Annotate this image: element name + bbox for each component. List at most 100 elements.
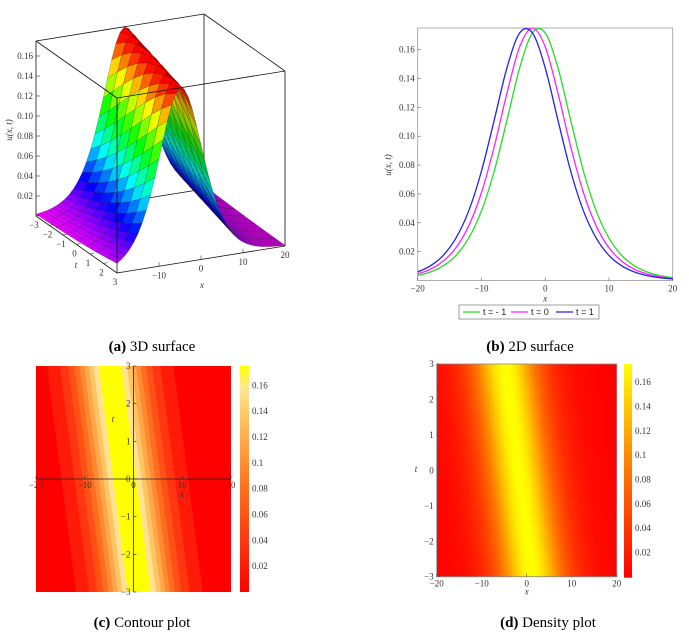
density-cell: [551, 381, 555, 389]
density-cell: [539, 405, 543, 412]
t-tick-label: −1: [56, 239, 66, 249]
density-cell: [591, 523, 595, 530]
density-cell: [551, 440, 555, 448]
density-cell: [564, 541, 568, 548]
density-cell: [459, 375, 463, 383]
density-cell: [456, 405, 460, 412]
density-cell: [576, 387, 580, 394]
density-cell: [441, 493, 445, 501]
density-cell: [574, 482, 578, 489]
density-cell: [509, 423, 513, 430]
density-cell: [594, 523, 598, 530]
density-cell: [564, 405, 568, 412]
density-cell: [539, 570, 543, 578]
density-cell: [566, 381, 570, 389]
density-cell: [489, 541, 493, 548]
density-cell: [589, 452, 593, 459]
density-cell: [471, 470, 475, 477]
density-cell: [484, 428, 488, 436]
density-cell: [489, 375, 493, 383]
density-cell: [439, 446, 443, 454]
density-cell: [439, 488, 443, 495]
density-cell: [564, 452, 568, 459]
density-cell: [476, 499, 480, 507]
density-cell: [519, 405, 523, 412]
density-cell: [546, 393, 550, 400]
t-tick-label: −2: [43, 230, 53, 240]
density-cell: [601, 369, 605, 377]
density-cell: [471, 476, 475, 483]
density-cell: [459, 541, 463, 548]
density-cell: [611, 446, 615, 454]
density-cell: [591, 458, 595, 465]
density-cell: [574, 553, 578, 560]
density-cell: [466, 452, 470, 459]
density-cell: [606, 541, 610, 548]
density-cell: [584, 493, 588, 501]
density-cell: [591, 541, 595, 548]
density-cell: [459, 428, 463, 436]
density-cell: [489, 464, 493, 471]
density-cell: [539, 381, 543, 389]
density-cell: [599, 393, 603, 400]
density-cell: [474, 405, 478, 412]
density-cell: [594, 434, 598, 442]
density-cell: [541, 511, 545, 519]
density-cell: [571, 446, 575, 454]
density-cell: [574, 364, 578, 371]
density-cell: [506, 558, 510, 566]
density-cell: [499, 387, 503, 394]
density-cell: [534, 440, 538, 448]
density-cell: [594, 488, 598, 495]
density-cell: [586, 464, 590, 471]
density-cell: [484, 570, 488, 578]
density-cell: [549, 375, 553, 383]
density-cell: [521, 476, 525, 483]
density-cell: [454, 499, 458, 507]
density-cell: [604, 399, 608, 406]
density-cell: [554, 517, 558, 524]
density-cell: [464, 529, 468, 536]
density-cell: [546, 505, 550, 513]
density-cell: [586, 393, 590, 400]
density-cell: [444, 452, 448, 459]
density-cell: [524, 558, 528, 566]
density-cell: [566, 405, 570, 412]
density-cell: [524, 570, 528, 578]
density-cell: [514, 547, 518, 554]
density-cell: [609, 476, 613, 483]
density-cell: [591, 417, 595, 424]
density-cell: [489, 511, 493, 519]
density-cell: [561, 535, 565, 542]
density-cell: [481, 428, 485, 436]
y-tick-label: 0.04: [399, 218, 415, 228]
density-cell: [446, 541, 450, 548]
density-cell: [594, 482, 598, 489]
t-tick-label: 2: [99, 268, 104, 278]
density-cell: [584, 375, 588, 383]
density-cell: [501, 387, 505, 394]
density-cell: [516, 558, 520, 566]
density-cell: [509, 517, 513, 524]
density-cell: [581, 488, 585, 495]
density-cell: [541, 387, 545, 394]
density-cell: [569, 434, 573, 442]
density-cell: [524, 381, 528, 389]
density-cell: [449, 488, 453, 495]
density-cell: [604, 511, 608, 519]
density-cell: [476, 464, 480, 471]
density-cell: [464, 411, 468, 418]
density-cell: [531, 464, 535, 471]
density-cell: [514, 464, 518, 471]
density-cell: [516, 393, 520, 400]
density-cell: [601, 375, 605, 383]
density-cell: [454, 529, 458, 536]
density-cell: [604, 364, 608, 371]
density-cell: [546, 570, 550, 578]
density-cell: [579, 570, 583, 578]
density-cell: [599, 511, 603, 519]
density-cell: [546, 405, 550, 412]
density-cell: [549, 428, 553, 436]
density-cell: [454, 399, 458, 406]
density-cell: [569, 381, 573, 389]
